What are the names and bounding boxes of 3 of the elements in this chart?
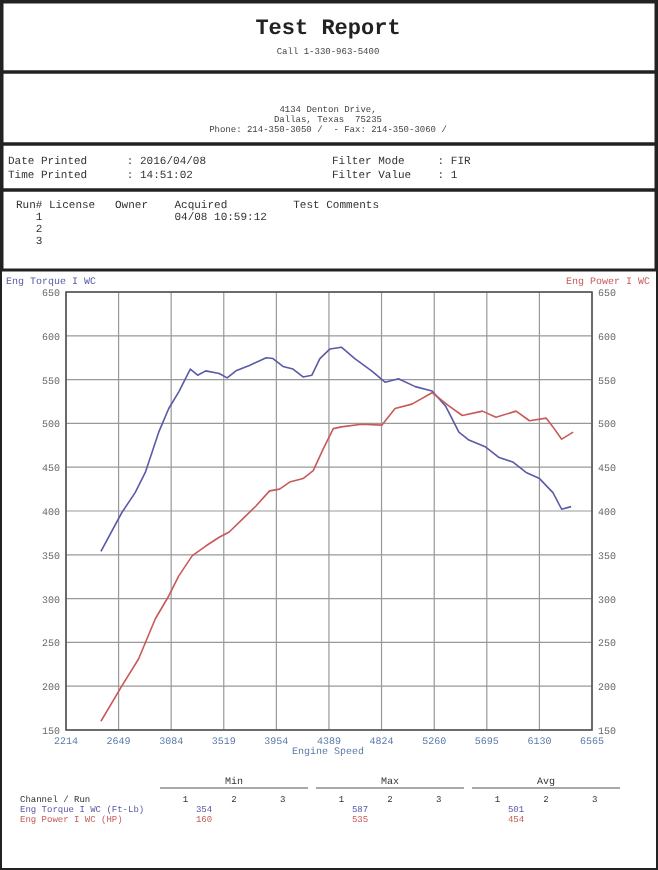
line-series — [100, 346, 572, 553]
chart-title: Test Report — [255, 18, 401, 42]
line-series — [100, 391, 574, 723]
